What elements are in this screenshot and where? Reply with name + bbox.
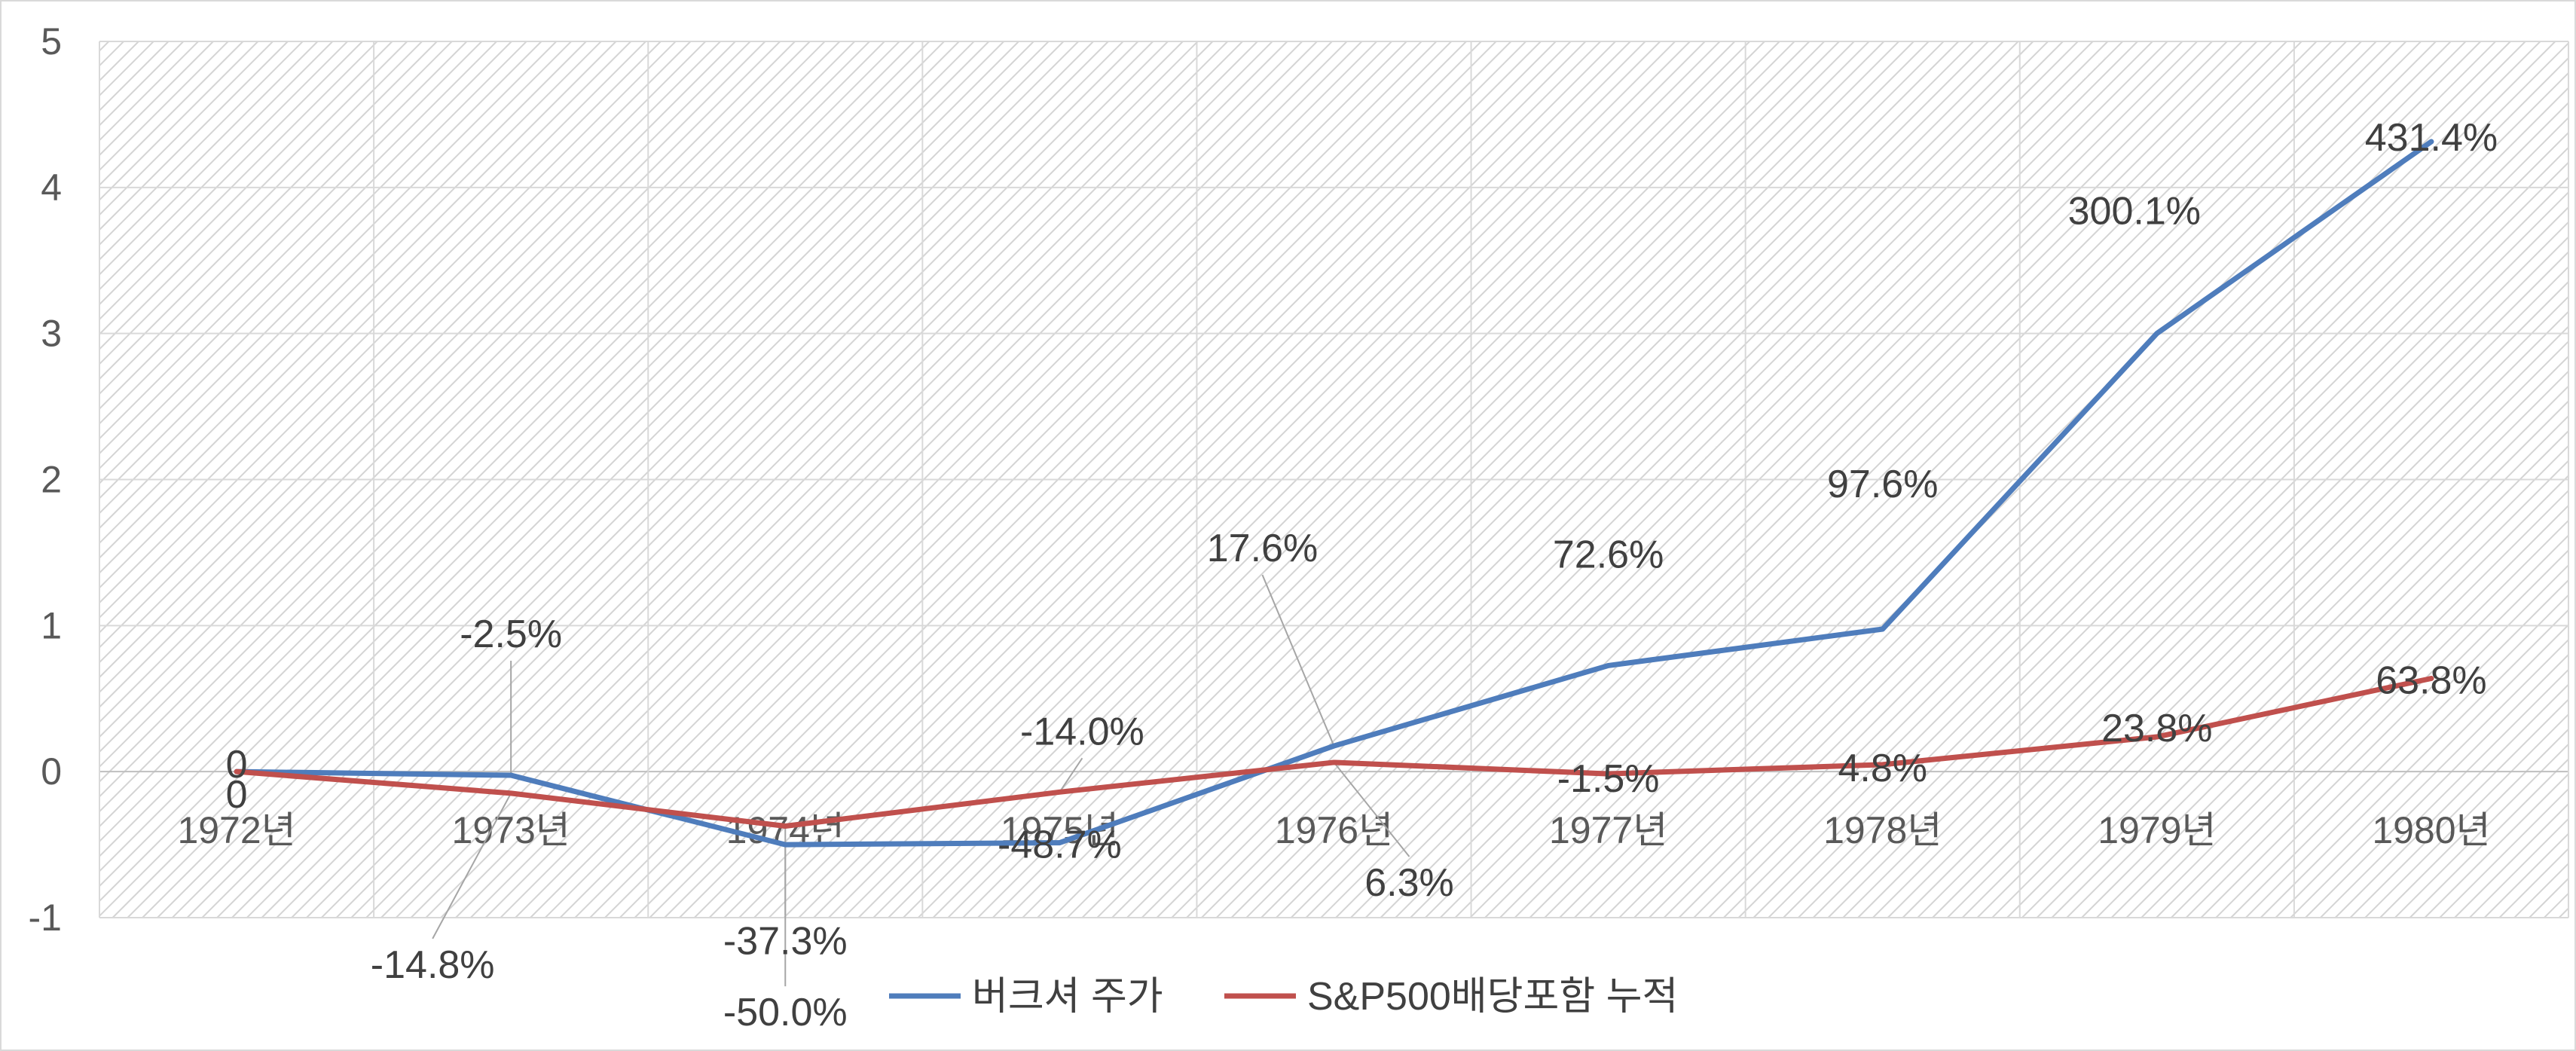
data-label: 6.3%	[1364, 861, 1454, 905]
data-label: 17.6%	[1207, 527, 1318, 570]
x-tick-label: 1978년	[1823, 809, 1942, 851]
data-label: -14.8%	[371, 943, 495, 987]
data-label-leader	[1261, 574, 1335, 747]
data-label-leader	[1333, 762, 1410, 857]
y-tick-label: -1	[29, 897, 62, 939]
data-label: -2.5%	[460, 613, 562, 656]
data-label: 72.6%	[1553, 533, 1664, 576]
data-label: 0	[226, 773, 248, 817]
x-tick-label: 1976년	[1275, 809, 1393, 851]
x-tick-label: 1979년	[2098, 809, 2216, 851]
data-label: 97.6%	[1827, 463, 1938, 506]
y-tick-label: 2	[41, 459, 62, 501]
legend-label: S&P500배당포함 누적	[1307, 975, 1678, 1019]
data-label: -48.7%	[998, 823, 1122, 867]
data-label-leader	[432, 793, 512, 939]
data-label: 431.4%	[2365, 116, 2498, 160]
y-tick-label: 4	[41, 167, 62, 209]
y-tick-label: 3	[41, 313, 62, 355]
y-tick-label: 5	[41, 20, 62, 63]
x-tick-label: 1972년	[177, 809, 295, 851]
x-tick-label: 1977년	[1549, 809, 1667, 851]
data-label: -50.0%	[723, 991, 848, 1034]
data-label: -14.0%	[1020, 710, 1144, 753]
data-label: 0	[226, 743, 248, 787]
x-tick-label: 1980년	[2372, 809, 2490, 851]
data-label: -37.3%	[723, 919, 848, 963]
data-label-leader	[1059, 757, 1083, 793]
series-line-berkshire	[234, 139, 2434, 848]
y-tick-label: 1	[41, 604, 62, 646]
legend-label: 버크셔 주가	[972, 975, 1163, 1019]
data-label: 63.8%	[2376, 659, 2486, 703]
data-label: 4.8%	[1838, 747, 1927, 790]
x-tick-label: 1973년	[452, 809, 570, 851]
data-label: 23.8%	[2101, 707, 2212, 750]
data-label: -1.5%	[1557, 757, 1660, 801]
data-label: 300.1%	[2068, 189, 2201, 233]
y-tick-label: 0	[41, 750, 62, 793]
series-line-sp500	[234, 676, 2434, 829]
